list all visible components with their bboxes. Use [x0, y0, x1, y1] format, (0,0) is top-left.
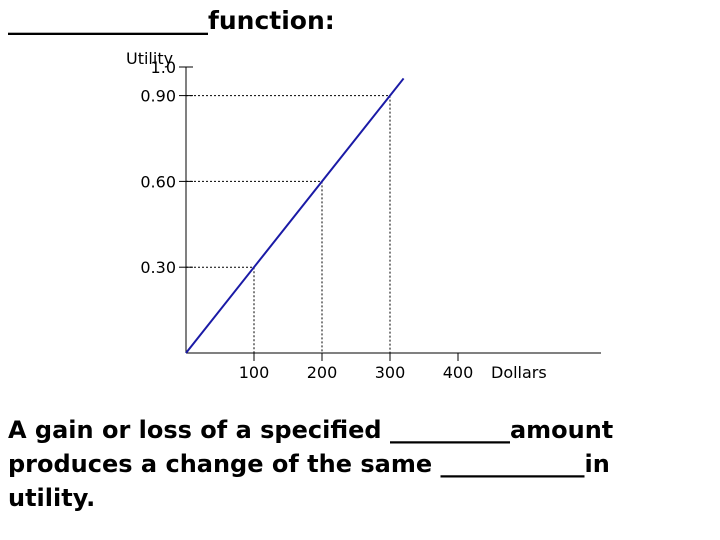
body-text: A gain or loss of a specified __________… — [8, 413, 713, 515]
body-line-1-blank: __________ — [389, 416, 510, 444]
y-tick-label-1.0: 1.0 — [151, 58, 176, 77]
title-word: function: — [208, 6, 335, 35]
body-line-2-text: produces a change of the same — [8, 450, 441, 478]
x-tick-label-300: 300 — [375, 363, 406, 382]
reference-lines — [186, 95, 391, 353]
x-tick-label-400: 400 — [443, 363, 474, 382]
utility-line-1 — [185, 77, 405, 354]
body-line-2-blank: ____________ — [440, 450, 585, 478]
title-blank: ________________ — [8, 6, 208, 35]
chart-axes: 100 200 300 400 1.0 0.90 0.60 0.30 — [140, 58, 601, 382]
y-tick-label-0.60: 0.60 — [140, 172, 176, 191]
body-line-1-end: amount — [509, 416, 614, 444]
body-line-1-text: A gain or loss of a specified — [8, 416, 390, 444]
body-line-1: A gain or loss of a specified __________… — [8, 413, 713, 447]
body-line-2: produces a change of the same __________… — [8, 447, 713, 481]
y-axis-title: Utility — [126, 49, 173, 68]
body-line-3-text: utility. — [8, 484, 96, 512]
body-line-2-end: in — [584, 450, 610, 478]
y-tick-label-0.90: 0.90 — [140, 87, 176, 106]
chart-labels: Utility Dollars — [126, 49, 547, 382]
x-tick-label-100: 100 — [239, 363, 270, 382]
chart-series — [185, 77, 405, 354]
x-tick-label-200: 200 — [307, 363, 338, 382]
y-tick-label-0.30: 0.30 — [140, 258, 176, 277]
page-title: ________________function: — [8, 6, 335, 35]
x-axis-title: Dollars — [491, 363, 547, 382]
body-line-3: utility. — [8, 481, 713, 515]
